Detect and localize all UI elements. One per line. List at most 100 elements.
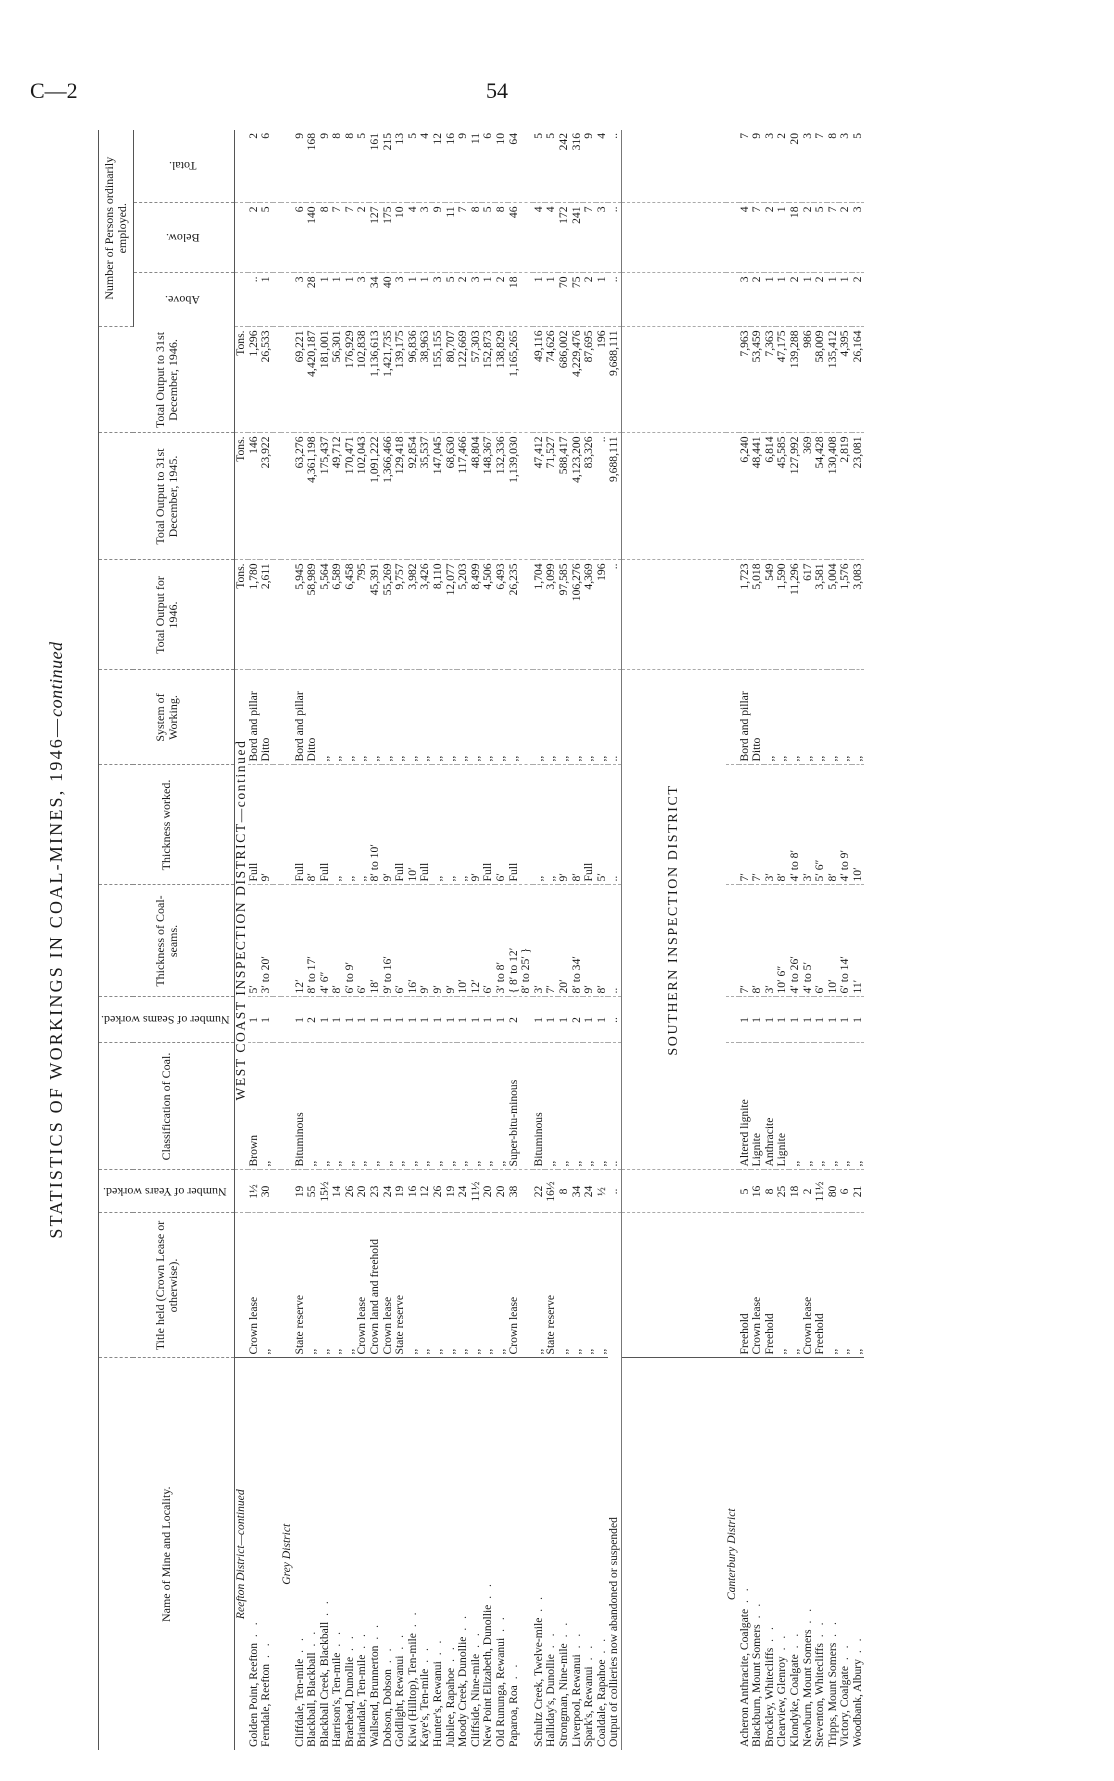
- cell-seams: 2: [305, 997, 319, 1043]
- cell-total: 6: [259, 130, 273, 203]
- unit-label: Tons.: [234, 560, 248, 670]
- cell-cls: ,,: [393, 1043, 407, 1170]
- cell-below: 3: [851, 203, 865, 273]
- cell-below: 8: [318, 203, 332, 273]
- cell-thick: 6′: [813, 885, 827, 997]
- cell-below: ..: [607, 203, 622, 273]
- cell-below: 5: [481, 203, 496, 273]
- empty-cell: [272, 203, 281, 273]
- empty-cell: [621, 1213, 726, 1358]
- cell-worked: 10′: [851, 765, 865, 885]
- cell-seams: 1: [259, 997, 273, 1043]
- cell-cls: ,,: [456, 1043, 470, 1170]
- table-row: Old Rununga, Rewanui,,20,,13′ to 8′6′,,6…: [494, 130, 508, 1750]
- table-row: Acheron Anthracite, CoalgateFreehold5Alt…: [738, 130, 752, 1750]
- cell-cls: ,,: [418, 1043, 433, 1170]
- cell-system: ,,: [826, 670, 840, 765]
- cell-years: 24: [582, 1170, 596, 1213]
- cell-out46: 3,581: [813, 560, 827, 670]
- cell-below: 5: [813, 203, 827, 273]
- cell-system: ,,: [456, 670, 470, 765]
- cell-title: ,,: [330, 1213, 344, 1358]
- cell-worked: 4′ to 9′: [838, 765, 852, 885]
- cell-tot46: 1,165,265: [507, 327, 533, 433]
- empty-cell: [621, 1358, 726, 1750]
- cell-system: ,,: [507, 670, 533, 765]
- cell-total: 20: [788, 130, 802, 203]
- cell-tot45: 54,428: [813, 433, 827, 560]
- cell-thick: 20′: [557, 885, 571, 997]
- cell-thick: 6′: [393, 885, 407, 997]
- cell-seams: 1: [393, 997, 407, 1043]
- cell-below: 241: [570, 203, 584, 273]
- cell-cls: ,,: [368, 1043, 382, 1170]
- cell-below: 2: [247, 203, 261, 273]
- cell-cls: ,,: [444, 1043, 458, 1170]
- header-above: Above.: [133, 273, 235, 327]
- title-text: STATISTICS OF WORKINGS IN COAL-MINES, 19…: [46, 716, 66, 1239]
- empty-cell: [280, 433, 294, 560]
- section-label: SOUTHERN INSPECTION DISTRICT: [621, 670, 726, 1170]
- page-title: STATISTICS OF WORKINGS IN COAL-MINES, 19…: [46, 130, 67, 1750]
- cell-thick: 9′: [582, 885, 596, 997]
- cell-total: 5: [406, 130, 420, 203]
- table-row: Golden Point, ReeftonCrown lease1½Brown1…: [247, 130, 261, 1750]
- cell-cls: ..: [607, 1043, 622, 1170]
- cell-worked: 9′: [259, 765, 273, 885]
- district-row: Grey District: [280, 130, 294, 1750]
- cell-title: Crown land and freehold: [368, 1213, 382, 1358]
- empty-cell: [234, 203, 248, 273]
- cell-below: 2: [763, 203, 777, 273]
- cell-total: 3: [763, 130, 777, 203]
- cell-cls: Bituminous: [293, 1043, 307, 1170]
- cell-thick: 3′ to 8′: [494, 885, 508, 997]
- table-row: Harrison's, Ten-mile,,14,,18′,,,,6,58949…: [330, 130, 344, 1750]
- empty-cell: [621, 560, 726, 670]
- header-system: System of Working.: [98, 670, 235, 765]
- cell-above: 70: [557, 273, 571, 327]
- cell-worked: 6′: [494, 765, 508, 885]
- cell-thick: 4′ 6″: [318, 885, 332, 997]
- cell-title: Freehold: [763, 1213, 777, 1358]
- table-row: Klondyke, Coalgate,,18,,14′ to 26′4′ to …: [788, 130, 802, 1750]
- cell-worked: 7′: [738, 765, 752, 885]
- empty-cell: [234, 130, 248, 203]
- mine-name: Harrison's, Ten-mile: [330, 1358, 344, 1750]
- cell-cls: ,,: [595, 1043, 609, 1170]
- cell-title: ,,: [418, 1213, 433, 1358]
- cell-total: 2: [247, 130, 261, 203]
- cell-title: ,,: [406, 1213, 420, 1358]
- cell-tot46: 138,829: [494, 327, 508, 433]
- cell-years: ..: [607, 1170, 622, 1213]
- cell-total: 316: [570, 130, 584, 203]
- cell-worked: Full: [393, 765, 407, 885]
- cell-title: ,,: [431, 1213, 445, 1358]
- cell-title: ,,: [305, 1213, 319, 1358]
- cell-above: 2: [750, 273, 764, 327]
- cell-above: 34: [368, 273, 382, 327]
- cell-below: 172: [557, 203, 571, 273]
- cell-system: Ditto: [259, 670, 273, 765]
- cell-system: ,,: [570, 670, 584, 765]
- mine-name: Klondyke, Coalgate: [788, 1358, 802, 1750]
- cell-total: 242: [557, 130, 571, 203]
- empty-cell: [280, 997, 294, 1043]
- cell-thick: 10′: [456, 885, 470, 997]
- section-label: WEST COAST INSPECTION DISTRICT—continued: [233, 670, 248, 1170]
- cell-years: 21: [851, 1170, 865, 1213]
- cell-worked: ,,: [431, 765, 445, 885]
- empty-cell: [725, 1213, 739, 1358]
- cell-title: Crown lease: [750, 1213, 764, 1358]
- table-row: Spark's, Rewanui,,24,,19′Full,,4,36983,3…: [582, 130, 596, 1750]
- cell-out46: 6,493: [494, 560, 508, 670]
- mine-name: Blackburn, Mount Somers: [750, 1358, 764, 1750]
- cell-years: 30: [259, 1170, 273, 1213]
- table-row: Halliday's, DunollieState reserve16½,,17…: [544, 130, 558, 1750]
- cell-cls: ,,: [838, 1043, 852, 1170]
- cell-worked: ,,: [330, 765, 344, 885]
- cell-title: ,,: [444, 1213, 458, 1358]
- empty-cell: [725, 433, 739, 560]
- cell-title: State reserve: [293, 1213, 307, 1358]
- cell-cls: ,,: [305, 1043, 319, 1170]
